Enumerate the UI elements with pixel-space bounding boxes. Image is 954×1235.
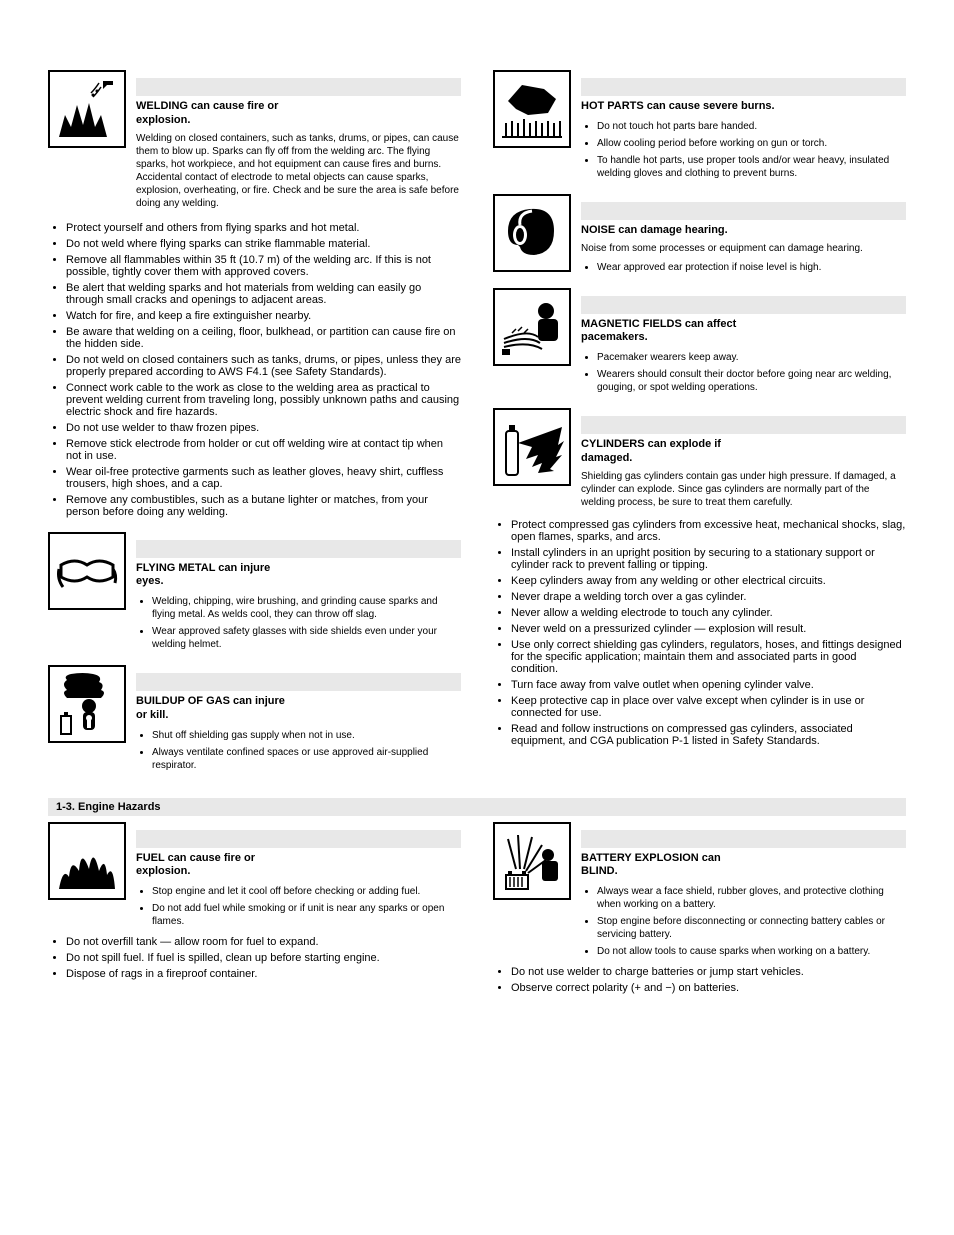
hazard-intro: Welding on closed containers, such as ta…	[136, 132, 461, 210]
goggles-icon	[48, 532, 126, 610]
list-item: Remove all flammables within 35 ft (10.7…	[66, 254, 461, 278]
list-item: Do not allow tools to cause sparks when …	[597, 945, 906, 958]
right-column-lower: BATTERY EXPLOSION canBLIND. Always wear …	[493, 830, 906, 1007]
list-item: Do not overfill tank — allow room for fu…	[66, 936, 461, 948]
list-item: Never allow a welding electrode to touch…	[511, 607, 906, 619]
hazard-gas-buildup: BUILDUP OF GAS can injureor kill. Shut o…	[48, 673, 461, 772]
list-item: Do not weld where flying sparks can stri…	[66, 238, 461, 250]
hazard-title: NOISE can damage hearing.	[581, 224, 906, 238]
list-item: Never drape a welding torch over a gas c…	[511, 591, 906, 603]
hazard-list: Wear approved ear protection if noise le…	[581, 261, 906, 274]
list-item: Do not touch hot parts bare handed.	[597, 120, 906, 133]
hazard-intro: Shielding gas cylinders contain gas unde…	[581, 470, 906, 509]
page: WELDING can cause fire orexplosion. Weld…	[0, 0, 954, 1006]
list-item: Do not spill fuel. If fuel is spilled, c…	[66, 952, 461, 964]
hazard-title: CYLINDERS can explode ifdamaged.	[581, 438, 906, 466]
hazard-hot-parts: HOT PARTS can cause severe burns. Do not…	[493, 78, 906, 180]
list-item: Dispose of rags in a fireproof container…	[66, 968, 461, 980]
list-item: Be aware that welding on a ceiling, floo…	[66, 326, 461, 350]
hazard-title: MAGNETIC FIELDS can affectpacemakers.	[581, 318, 906, 346]
list-item: Watch for fire, and keep a fire extingui…	[66, 310, 461, 322]
list-item: Observe correct polarity (+ and −) on ba…	[511, 982, 906, 994]
list-item: Stop engine and let it cool off before c…	[152, 885, 461, 898]
list-item: Do not use welder to charge batteries or…	[511, 966, 906, 978]
list-item: Protect compressed gas cylinders from ex…	[511, 519, 906, 543]
two-column-layout-lower: FUEL can cause fire orexplosion. Stop en…	[48, 830, 906, 1007]
left-column-lower: FUEL can cause fire orexplosion. Stop en…	[48, 830, 461, 1007]
list-item: Always wear a face shield, rubber gloves…	[597, 885, 906, 911]
list-item: Always ventilate confined spaces or use …	[152, 746, 461, 772]
earmuff-head-icon	[493, 194, 571, 272]
list-item: Keep cylinders away from any welding or …	[511, 575, 906, 587]
hazard-battery: BATTERY EXPLOSION canBLIND. Always wear …	[493, 830, 906, 995]
hazard-list: Protect yourself and others from flying …	[48, 222, 461, 518]
magnetic-field-icon	[493, 288, 571, 366]
list-item: Never weld on a pressurized cylinder — e…	[511, 623, 906, 635]
list-item: Wearers should consult their doctor befo…	[597, 368, 906, 394]
hazard-list: Shut off shielding gas supply when not i…	[136, 729, 461, 772]
battery-explode-icon	[493, 822, 571, 900]
hazard-welding-fire: WELDING can cause fire orexplosion. Weld…	[48, 78, 461, 518]
list-item: Stop engine before disconnecting or conn…	[597, 915, 906, 941]
list-item: Install cylinders in an upright position…	[511, 547, 906, 571]
hazard-list: Pacemaker wearers keep away. Wearers sho…	[581, 351, 906, 394]
hazard-list: Stop engine and let it cool off before c…	[136, 885, 461, 928]
hazard-fuel: FUEL can cause fire orexplosion. Stop en…	[48, 830, 461, 981]
hazard-magnetic-fields: MAGNETIC FIELDS can affectpacemakers. Pa…	[493, 296, 906, 395]
list-item: Remove stick electrode from holder or cu…	[66, 438, 461, 462]
hazard-title: HOT PARTS can cause severe burns.	[581, 100, 906, 114]
hazard-list: Protect compressed gas cylinders from ex…	[493, 519, 906, 747]
list-item: Turn face away from valve outlet when op…	[511, 679, 906, 691]
hazard-list: Do not touch hot parts bare handed. Allo…	[581, 120, 906, 180]
left-column: WELDING can cause fire orexplosion. Weld…	[48, 78, 461, 784]
hazard-title: FLYING METAL can injureeyes.	[136, 562, 461, 590]
section-band-engine: 1-3. Engine Hazards	[48, 798, 906, 816]
list-item: Do not add fuel while smoking or if unit…	[152, 902, 461, 928]
flames-icon	[48, 822, 126, 900]
list-item: Wear approved ear protection if noise le…	[597, 261, 906, 274]
list-item: Wear oil-free protective garments such a…	[66, 466, 461, 490]
hazard-desc: Noise from some processes or equipment c…	[581, 242, 906, 255]
hazard-list-cont: Do not overfill tank — allow room for fu…	[48, 936, 461, 980]
sparks-explosion-icon	[48, 70, 126, 148]
hazard-flying-metal: FLYING METAL can injureeyes. Welding, ch…	[48, 540, 461, 652]
list-item: Allow cooling period before working on g…	[597, 137, 906, 150]
list-item: Use only correct shielding gas cylinders…	[511, 639, 906, 675]
list-item: Keep protective cap in place over valve …	[511, 695, 906, 719]
hazard-noise: NOISE can damage hearing. Noise from som…	[493, 202, 906, 274]
list-item: Connect work cable to the work as close …	[66, 382, 461, 418]
hazard-cylinders: CYLINDERS can explode ifdamaged. Shieldi…	[493, 416, 906, 747]
hazard-title: FUEL can cause fire orexplosion.	[136, 852, 461, 880]
list-item: Pacemaker wearers keep away.	[597, 351, 906, 364]
list-item: To handle hot parts, use proper tools an…	[597, 154, 906, 180]
list-item: Welding, chipping, wire brushing, and gr…	[152, 595, 461, 621]
hazard-title: BUILDUP OF GAS can injureor kill.	[136, 695, 461, 723]
list-item: Do not weld on closed containers such as…	[66, 354, 461, 378]
header-pagination	[48, 48, 906, 58]
right-column: HOT PARTS can cause severe burns. Do not…	[493, 78, 906, 784]
two-column-layout: WELDING can cause fire orexplosion. Weld…	[48, 78, 906, 784]
hazard-list: Welding, chipping, wire brushing, and gr…	[136, 595, 461, 651]
hazard-title: WELDING can cause fire orexplosion.	[136, 100, 461, 128]
list-item: Wear approved safety glasses with side s…	[152, 625, 461, 651]
list-item: Do not use welder to thaw frozen pipes.	[66, 422, 461, 434]
list-item: Protect yourself and others from flying …	[66, 222, 461, 234]
gas-buildup-icon	[48, 665, 126, 743]
hazard-list-cont: Do not use welder to charge batteries or…	[493, 966, 906, 994]
list-item: Be alert that welding sparks and hot mat…	[66, 282, 461, 306]
list-item: Read and follow instructions on compress…	[511, 723, 906, 747]
list-item: Remove any combustibles, such as a butan…	[66, 494, 461, 518]
hot-hand-icon	[493, 70, 571, 148]
list-item: Shut off shielding gas supply when not i…	[152, 729, 461, 742]
cylinder-burst-icon	[493, 408, 571, 486]
hazard-title: BATTERY EXPLOSION canBLIND.	[581, 852, 906, 880]
hazard-list: Always wear a face shield, rubber gloves…	[581, 885, 906, 958]
